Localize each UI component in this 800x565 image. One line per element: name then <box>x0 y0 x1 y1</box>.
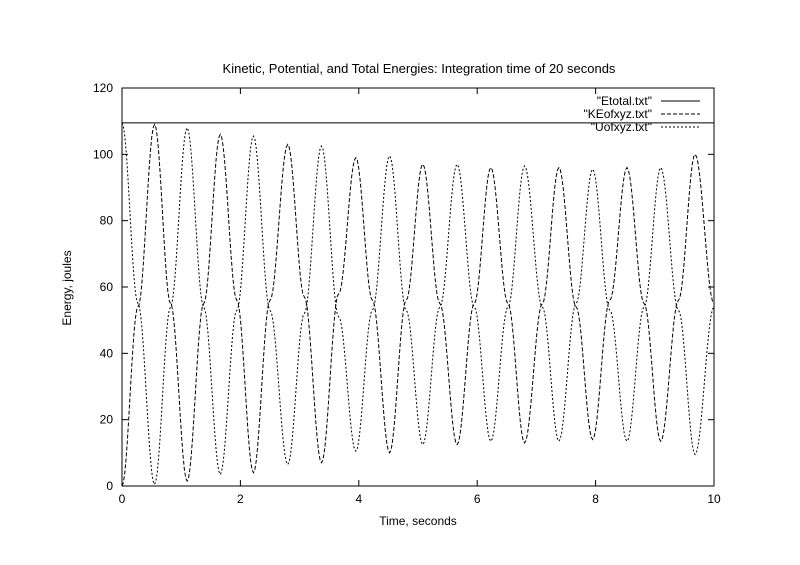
y-tick-label: 80 <box>100 214 114 228</box>
series-line-1 <box>121 123 715 487</box>
x-tick-label: 0 <box>119 492 126 506</box>
y-tick-label: 60 <box>100 280 114 294</box>
legend: "Etotal.txt""KEofxyz.txt""Uofxyz.txt" <box>583 94 700 134</box>
x-tick-label: 8 <box>592 492 599 506</box>
y-tick-label: 20 <box>100 413 114 427</box>
y-tick-label: 120 <box>93 81 113 95</box>
x-tick-label: 6 <box>474 492 481 506</box>
y-tick-label: 40 <box>100 346 114 360</box>
x-tick-label: 2 <box>237 492 244 506</box>
x-axis-label: Time, seconds <box>379 514 457 528</box>
y-tick-label: 100 <box>93 147 113 161</box>
chart-title: Kinetic, Potential, and Total Energies: … <box>223 61 616 76</box>
legend-label-2: "Uofxyz.txt" <box>591 120 652 134</box>
series-line-2 <box>121 122 715 486</box>
series-layer <box>121 122 715 487</box>
legend-label-0: "Etotal.txt" <box>597 94 652 108</box>
x-tick-label: 10 <box>707 492 721 506</box>
y-tick-label: 0 <box>106 479 113 493</box>
y-axis-label: Energy, joules <box>60 250 74 325</box>
legend-label-1: "KEofxyz.txt" <box>583 107 652 121</box>
x-tick-label: 4 <box>355 492 362 506</box>
